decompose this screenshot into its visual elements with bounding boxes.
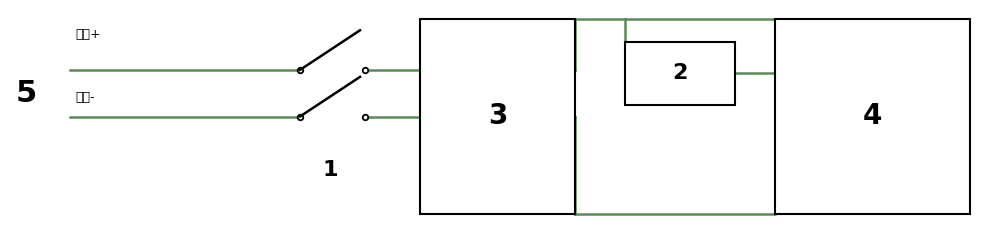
Bar — [625, 42, 735, 105]
Text: 4: 4 — [863, 103, 882, 130]
Bar — [420, 19, 575, 214]
Text: 1: 1 — [322, 160, 338, 180]
Text: 5: 5 — [15, 79, 37, 108]
Text: 电池-: 电池- — [75, 91, 95, 104]
Bar — [775, 19, 970, 214]
Text: 电池+: 电池+ — [75, 28, 101, 41]
Text: 2: 2 — [672, 63, 688, 83]
Text: 3: 3 — [488, 103, 507, 130]
